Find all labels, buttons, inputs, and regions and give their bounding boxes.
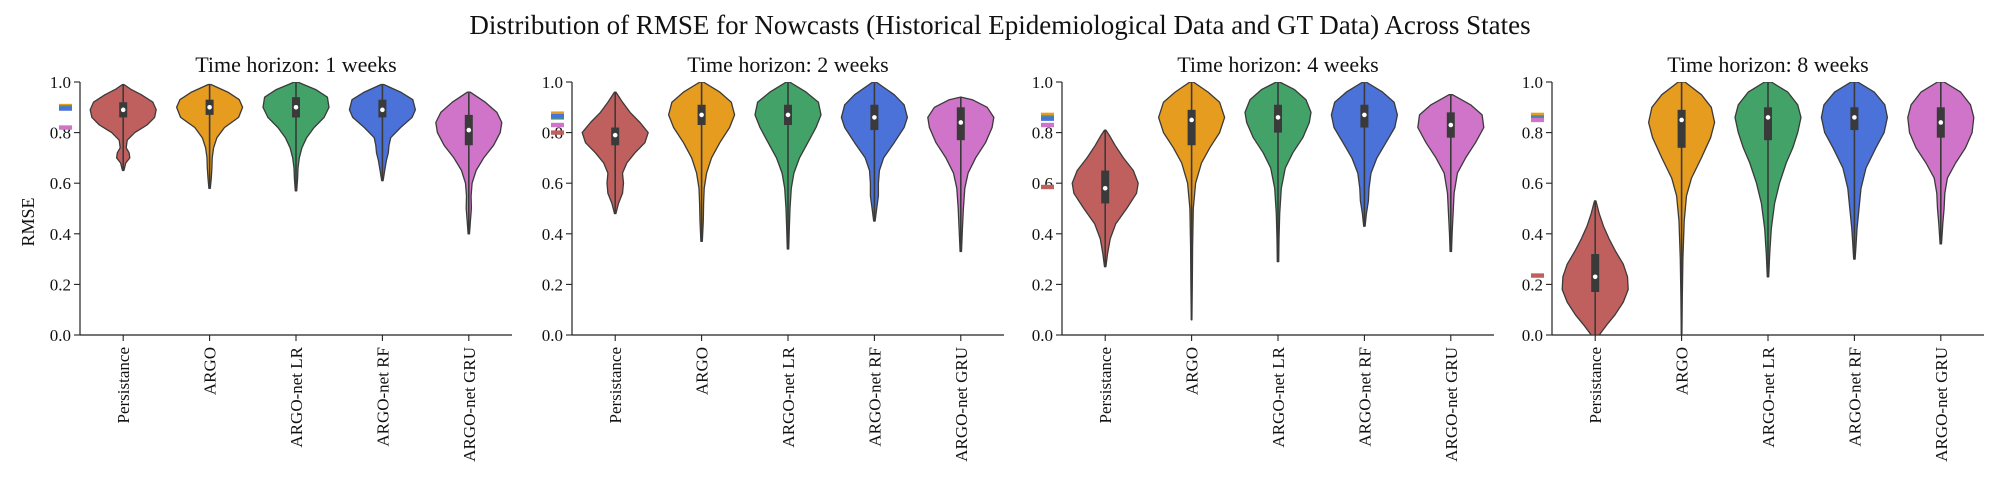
median-dot-argo-net-lr [1765,115,1771,120]
panel-4: Time horizon: 8 weeks 0.0 0.2 0.4 0.6 0.8 1.0 P… [1522,52,1984,462]
panel-title: Time horizon: 1 weeks [195,52,396,77]
x-tick-label: Persistance [114,347,133,423]
iqr-box-argo [1677,109,1686,148]
median-dot-argo [207,105,212,110]
x-tick-label: ARGO-net RF [1355,347,1374,447]
figure-title: Distribution of RMSE for Nowcasts (Histo… [469,10,1530,40]
median-dot-argo [1189,117,1194,123]
x-tick-label: ARGO-net RF [865,347,884,447]
x-tick-label: ARGO-net GRU [952,347,971,462]
y-tick-label: 0.4 [542,225,564,244]
y-tick-label: 0.8 [1522,124,1543,143]
panel-title: Time horizon: 8 weeks [1667,52,1868,77]
median-dot-persistance [1592,274,1598,280]
mean-marker-argo-net-rf [59,106,72,111]
x-tick-label: Persistance [1096,347,1115,423]
y-tick-label: 0.4 [1032,225,1054,244]
x-tick-label: ARGO [201,347,220,395]
panel-title: Time horizon: 2 weeks [687,52,888,77]
y-tick-label: 1.0 [1032,73,1053,92]
iqr-box-persistance [1591,254,1600,292]
mean-marker-argo-net-rf [1041,116,1054,121]
x-tick-label: ARGO [1673,347,1692,395]
median-dot-persistance [612,132,618,138]
panel-title: Time horizon: 4 weeks [1177,52,1378,77]
x-tick-label: ARGO-net GRU [460,347,479,462]
y-axis-label: RMSE [18,197,38,246]
median-dot-argo-net-rf [380,107,385,113]
y-tick-label: 0.2 [542,275,563,294]
x-tick-label: ARGO-net LR [1269,346,1288,447]
x-tick-label: ARGO-net LR [779,346,798,447]
median-dot-argo [699,112,704,118]
y-tick-label: 1.0 [1522,73,1543,92]
y-tick-label: 0.0 [1522,326,1543,345]
x-tick-label: ARGO-net RF [373,347,392,447]
x-tick-label: ARGO-net LR [1759,346,1778,447]
y-tick-label: 0.2 [50,275,71,294]
y-tick-label: 0.6 [1032,174,1053,193]
iqr-box-argo [1187,109,1196,146]
y-tick-label: 0.0 [542,326,563,345]
y-tick-label: 1.0 [50,73,71,92]
y-tick-label: 0.2 [1522,275,1543,294]
median-dot-argo-net-rf [1362,112,1367,118]
y-tick-label: 0.0 [50,326,71,345]
median-dot-argo-net-rf [872,115,877,120]
median-dot-persistance [120,107,126,113]
y-tick-label: 0.6 [1522,174,1543,193]
mean-marker-argo [1531,112,1544,118]
panel-3: Time horizon: 4 weeks 0.0 0.2 0.4 0.6 0.8 1.0 P… [1032,52,1494,462]
median-dot-argo-net-lr [1275,115,1281,120]
y-tick-label: 0.4 [50,225,72,244]
mean-marker-argo-net-rf [551,113,564,119]
median-dot-argo-net-rf [1852,115,1857,120]
x-tick-label: ARGO-net RF [1845,347,1864,447]
y-tick-label: 0.4 [1522,225,1544,244]
iqr-box-argo-net-lr [1764,107,1772,141]
mean-marker-argo [1041,112,1054,118]
median-dot-argo-net-gru [958,120,964,125]
x-tick-label: ARGO [693,347,712,395]
y-tick-label: 1.0 [542,73,563,92]
mean-marker-argo-net-gru [59,125,72,130]
y-tick-label: 0.8 [1032,124,1053,143]
x-tick-label: ARGO [1183,347,1202,395]
panel-1: Time horizon: 1 weeks0.00.20.40.60.81.0P… [50,52,512,462]
y-tick-label: 0.2 [1032,275,1053,294]
mean-marker-persistance [551,130,564,135]
median-dot-argo-net-gru [1448,122,1454,128]
x-tick-label: ARGO-net GRU [1442,347,1461,462]
mean-marker-persistance [1531,273,1544,278]
x-tick-label: Persistance [606,347,625,423]
mean-marker-argo [551,111,564,116]
y-tick-label: 0.6 [542,174,563,193]
mean-marker-argo-net-gru [551,122,564,128]
median-dot-persistance [1102,185,1108,191]
y-tick-label: 0.0 [1032,326,1053,345]
panel-2: Time horizon: 2 weeks0.00.20.40.60.81.0P… [542,52,1004,462]
mean-marker-argo-net-gru [1531,117,1544,123]
median-dot-argo-net-gru [1938,120,1944,125]
x-tick-label: ARGO-net GRU [1932,347,1951,462]
mean-marker-persistance [1041,184,1054,190]
panels-group: Time horizon: 1 weeks 0.0 0.2 0.4 0.6 0.8 1.0 P… [50,52,1984,462]
median-dot-argo [1679,117,1684,123]
median-dot-argo-net-lr [785,112,791,118]
median-dot-argo-net-gru [466,127,472,133]
x-tick-label: ARGO-net LR [287,346,306,447]
y-tick-label: 0.6 [50,174,71,193]
x-tick-label: Persistance [1586,347,1605,423]
mean-marker-argo-net-gru [1041,122,1054,128]
median-dot-argo-net-lr [293,105,299,110]
